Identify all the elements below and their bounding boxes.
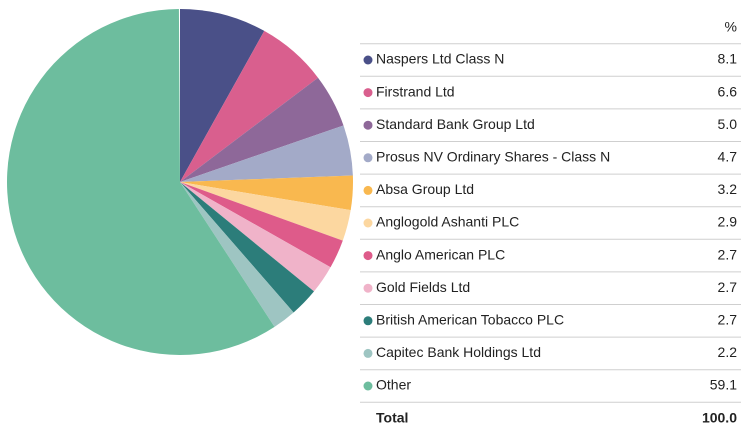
legend-dot — [363, 120, 373, 130]
pie-slice — [180, 182, 351, 241]
pie-slice — [180, 175, 354, 211]
pie-slice — [180, 125, 353, 182]
pie-slice — [180, 77, 344, 182]
value-label: 5.0 — [718, 116, 738, 132]
legend-dot — [363, 316, 373, 326]
value-label: 8.1 — [718, 51, 738, 67]
legend-label: Standard Bank Group Ltd — [376, 116, 535, 132]
legend-label: Anglogold Ashanti PLC — [376, 214, 519, 230]
value-label: 2.7 — [718, 279, 738, 295]
total-name: Total — [376, 410, 408, 426]
pie-slice — [180, 182, 294, 327]
pie-slice — [180, 182, 331, 292]
legend-label: British American Tobacco PLC — [376, 312, 564, 328]
value-label: 59.1 — [710, 377, 737, 393]
value-label: 2.2 — [718, 344, 738, 360]
legend-label: Absa Group Ltd — [376, 181, 474, 197]
value-header: % — [725, 19, 737, 35]
legend-dot — [363, 283, 373, 293]
legend-label: Prosus NV Ordinary Shares - Class N — [376, 149, 610, 165]
value-label: 3.2 — [718, 181, 738, 197]
legend-dot — [363, 381, 373, 391]
legend-label: Anglo American PLC — [376, 246, 505, 262]
value-label: 4.7 — [718, 149, 738, 165]
value-label: 2.9 — [718, 214, 738, 230]
pie-slice — [180, 30, 319, 182]
pie-slice — [6, 9, 275, 355]
legend-dot — [363, 88, 373, 98]
legend-dot — [363, 251, 373, 261]
legend-label: Gold Fields Ltd — [376, 279, 470, 295]
pie-slice — [180, 9, 265, 182]
legend-dot — [363, 348, 373, 358]
value-label: 2.7 — [718, 312, 738, 328]
legend-label: Capitec Bank Holdings Ltd — [376, 344, 541, 360]
legend-label: Other — [376, 377, 411, 393]
legend-dot — [363, 218, 373, 228]
value-label: 6.6 — [718, 83, 738, 99]
total-value: 100.0 — [702, 410, 737, 426]
legend-dot — [363, 185, 373, 195]
legend-label: Naspers Ltd Class N — [376, 51, 504, 67]
pie-slice — [180, 182, 314, 313]
value-label: 2.7 — [718, 246, 738, 262]
pie-slice — [180, 182, 343, 268]
legend-dot — [363, 153, 373, 163]
legend-label: Firstrand Ltd — [376, 83, 455, 99]
legend-dot — [363, 55, 373, 65]
